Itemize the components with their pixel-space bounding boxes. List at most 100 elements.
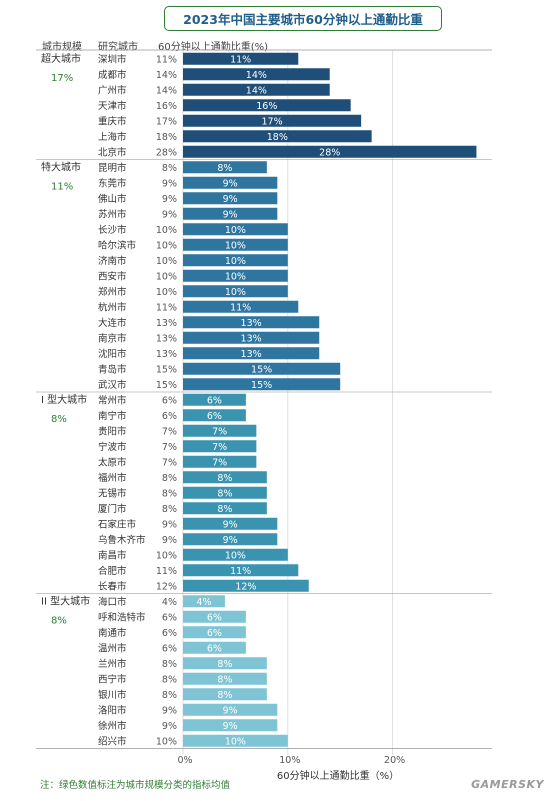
bar xyxy=(183,99,351,112)
bar-data-label: 10% xyxy=(225,736,246,747)
city-label: 太原市 xyxy=(98,456,127,468)
value-label: 10% xyxy=(156,256,177,267)
bar-data-label: 28% xyxy=(319,147,340,158)
city-label: 沈阳市 xyxy=(98,348,127,360)
group-average: 8% xyxy=(51,616,67,627)
bar-data-label: 6% xyxy=(207,612,222,623)
bar xyxy=(183,548,288,561)
bar xyxy=(183,83,330,96)
value-label: 8% xyxy=(162,659,177,670)
value-label: 13% xyxy=(156,349,177,360)
value-label: 11% xyxy=(156,302,177,313)
bar xyxy=(183,657,267,670)
bar-data-label: 8% xyxy=(217,163,232,174)
value-label: 11% xyxy=(156,566,177,577)
city-label: 天津市 xyxy=(98,100,127,112)
value-label: 7% xyxy=(162,426,177,437)
bar xyxy=(183,254,288,267)
city-label: 济南市 xyxy=(98,255,127,267)
bar xyxy=(183,176,278,189)
bar xyxy=(183,347,320,360)
bar xyxy=(183,455,257,468)
bar-data-label: 13% xyxy=(241,333,262,344)
city-label: 大连市 xyxy=(98,317,127,329)
city-label: 广州市 xyxy=(98,84,127,96)
bar-data-label: 13% xyxy=(241,318,262,329)
bar-data-label: 10% xyxy=(225,225,246,236)
value-label: 10% xyxy=(156,736,177,747)
footnote: 注：绿色数值标注为城市规模分类的指标均值 xyxy=(40,780,231,791)
group-label: 超大城市 xyxy=(41,52,81,65)
city-label: 西安市 xyxy=(98,270,127,282)
bar-data-label: 4% xyxy=(196,597,211,608)
city-label: 乌鲁木齐市 xyxy=(98,534,146,546)
value-label: 7% xyxy=(162,457,177,468)
value-label: 9% xyxy=(162,721,177,732)
value-label: 8% xyxy=(162,163,177,174)
value-label: 9% xyxy=(162,519,177,530)
bar xyxy=(183,734,288,747)
bar-data-label: 18% xyxy=(267,132,288,143)
group-average: 8% xyxy=(51,414,67,425)
bar-data-label: 8% xyxy=(217,504,232,515)
bar xyxy=(183,579,309,592)
bar-data-label: 10% xyxy=(225,240,246,251)
bar-data-label: 17% xyxy=(262,116,283,127)
city-label: 洛阳市 xyxy=(98,704,127,716)
value-label: 6% xyxy=(162,628,177,639)
city-label: 宁波市 xyxy=(98,441,127,453)
value-label: 8% xyxy=(162,690,177,701)
bar-data-label: 15% xyxy=(251,380,272,391)
bar xyxy=(183,316,320,329)
city-label: 合肥市 xyxy=(98,565,127,577)
bar xyxy=(183,114,362,127)
bar-data-label: 9% xyxy=(223,519,238,530)
bar-data-label: 14% xyxy=(246,70,267,81)
chart-title: 2023年中国主要城市60分钟以上通勤比重 xyxy=(164,6,442,31)
city-label: 无锡市 xyxy=(98,487,127,499)
value-label: 10% xyxy=(156,240,177,251)
value-label: 28% xyxy=(156,147,177,158)
value-label: 6% xyxy=(162,411,177,422)
bar xyxy=(183,331,320,344)
value-label: 7% xyxy=(162,442,177,453)
bar-data-label: 8% xyxy=(217,473,232,484)
value-label: 9% xyxy=(162,705,177,716)
bar xyxy=(183,719,278,732)
watermark: GAMERSKY xyxy=(471,778,544,791)
value-label: 11% xyxy=(156,54,177,65)
bar xyxy=(183,703,278,716)
bar xyxy=(183,610,246,623)
bar-data-label: 13% xyxy=(241,349,262,360)
group-label: II 型大城市 xyxy=(41,595,90,608)
bar-data-label: 6% xyxy=(207,395,222,406)
city-label: 上海市 xyxy=(98,131,127,143)
bar-data-label: 9% xyxy=(223,705,238,716)
value-label: 9% xyxy=(162,535,177,546)
city-label: 长春市 xyxy=(98,580,127,592)
value-label: 12% xyxy=(156,581,177,592)
bar xyxy=(183,595,225,608)
header-value: 60分钟以上通勤比重(%) xyxy=(158,42,269,53)
value-label: 9% xyxy=(162,178,177,189)
value-label: 8% xyxy=(162,674,177,685)
bar-data-label: 16% xyxy=(256,101,277,112)
bar xyxy=(183,238,288,251)
bar-data-label: 8% xyxy=(217,659,232,670)
city-label: 成都市 xyxy=(98,69,127,81)
bar xyxy=(183,672,267,685)
bar-data-label: 6% xyxy=(207,411,222,422)
city-label: 石家庄市 xyxy=(98,518,137,530)
bar xyxy=(183,688,267,701)
bar xyxy=(183,362,341,375)
bar-data-label: 10% xyxy=(225,550,246,561)
city-label: 福州市 xyxy=(98,472,127,484)
value-label: 10% xyxy=(156,550,177,561)
value-label: 4% xyxy=(162,597,177,608)
bar xyxy=(183,300,299,313)
value-label: 17% xyxy=(156,116,177,127)
city-label: 南京市 xyxy=(98,332,127,344)
bar-data-label: 15% xyxy=(251,364,272,375)
bar xyxy=(183,223,288,236)
bar-data-label: 6% xyxy=(207,643,222,654)
